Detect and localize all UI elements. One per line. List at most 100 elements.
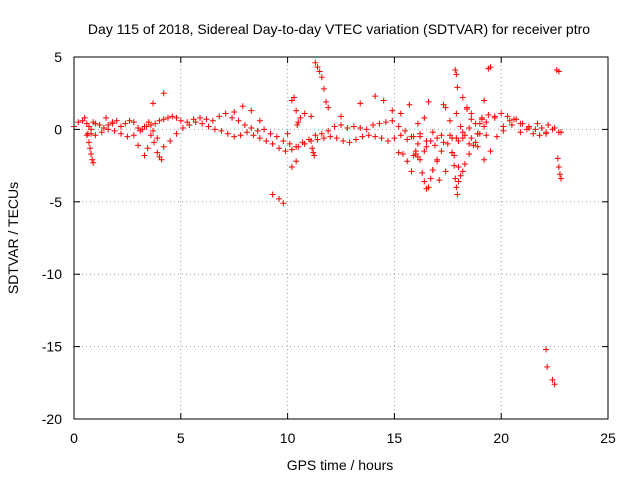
data-point [395,123,402,130]
data-point [452,67,459,74]
data-point [338,122,344,129]
data-point [75,119,82,126]
data-point [169,113,176,120]
data-point [231,109,238,116]
data-point [459,168,466,175]
data-point [466,124,473,131]
data-point [370,122,377,129]
data-point [423,143,430,150]
data-point [199,120,206,127]
data-point [103,114,110,121]
data-point [301,110,308,117]
data-point [359,133,366,140]
data-point [229,114,236,121]
data-point [404,136,411,143]
data-point [457,123,464,130]
data-point [423,137,430,144]
data-point [331,123,338,130]
data-point [425,184,432,191]
data-point [282,148,289,155]
data-point [453,71,460,78]
data-point [517,129,524,136]
data-point [263,137,270,144]
x-tick-label: 15 [387,430,403,446]
data-point [96,122,103,129]
y-tick-label: 0 [54,121,62,137]
data-point [491,114,498,121]
data-point [186,122,193,129]
data-point [323,98,330,105]
data-point [325,127,332,134]
data-point [312,59,319,66]
data-point [325,104,332,111]
data-point [291,94,298,101]
data-point [248,124,255,131]
data-point [543,346,550,353]
data-point [350,123,357,130]
data-point [395,149,402,156]
data-point [88,151,95,158]
data-point [261,126,268,133]
data-point [474,143,481,150]
data-point [308,113,315,120]
data-point [256,135,263,142]
data-point [478,116,485,123]
data-point [284,130,291,137]
data-point [525,124,532,131]
data-point [320,85,327,92]
data-point [357,100,364,107]
data-point [333,135,340,142]
data-point [301,140,308,147]
data-point [158,156,165,163]
data-point [218,127,225,134]
data-point [457,172,464,179]
data-point [453,184,460,191]
data-point [154,149,161,156]
data-point [241,122,248,129]
data-point [286,140,293,147]
data-point [468,116,475,123]
data-point [327,133,334,140]
x-tick-label: 5 [177,430,185,446]
data-point [113,117,120,124]
data-point [427,175,434,182]
data-point [156,117,163,124]
data-point [293,158,300,165]
data-point [311,152,318,159]
data-point [429,166,436,173]
data-point [365,132,372,139]
data-point [382,119,389,126]
x-tick-label: 25 [600,430,616,446]
data-point [209,117,216,124]
data-point [459,135,466,142]
data-point [164,114,171,121]
data-points [71,59,565,388]
data-point [556,171,563,178]
data-point [451,162,458,169]
data-point [536,132,543,139]
data-point [338,113,344,120]
data-point [549,376,556,383]
data-point [276,145,283,152]
data-point [419,169,426,176]
plot-frame [73,56,609,420]
grid-lines [74,57,608,419]
data-point [384,137,391,144]
data-point [280,200,287,207]
data-point [250,132,257,139]
data-point [205,123,212,130]
axis-ticks [73,56,609,420]
data-point [476,120,483,127]
data-point [248,107,255,114]
data-point [399,151,406,158]
data-point [276,195,283,202]
data-point [440,139,447,146]
data-point [273,133,280,140]
data-point [117,123,124,130]
data-point [244,129,251,136]
data-point [288,164,295,171]
y-axis-label: SDTVAR / TECUs [5,182,21,294]
data-point [376,120,383,127]
data-point [216,113,223,120]
data-point [235,117,242,124]
